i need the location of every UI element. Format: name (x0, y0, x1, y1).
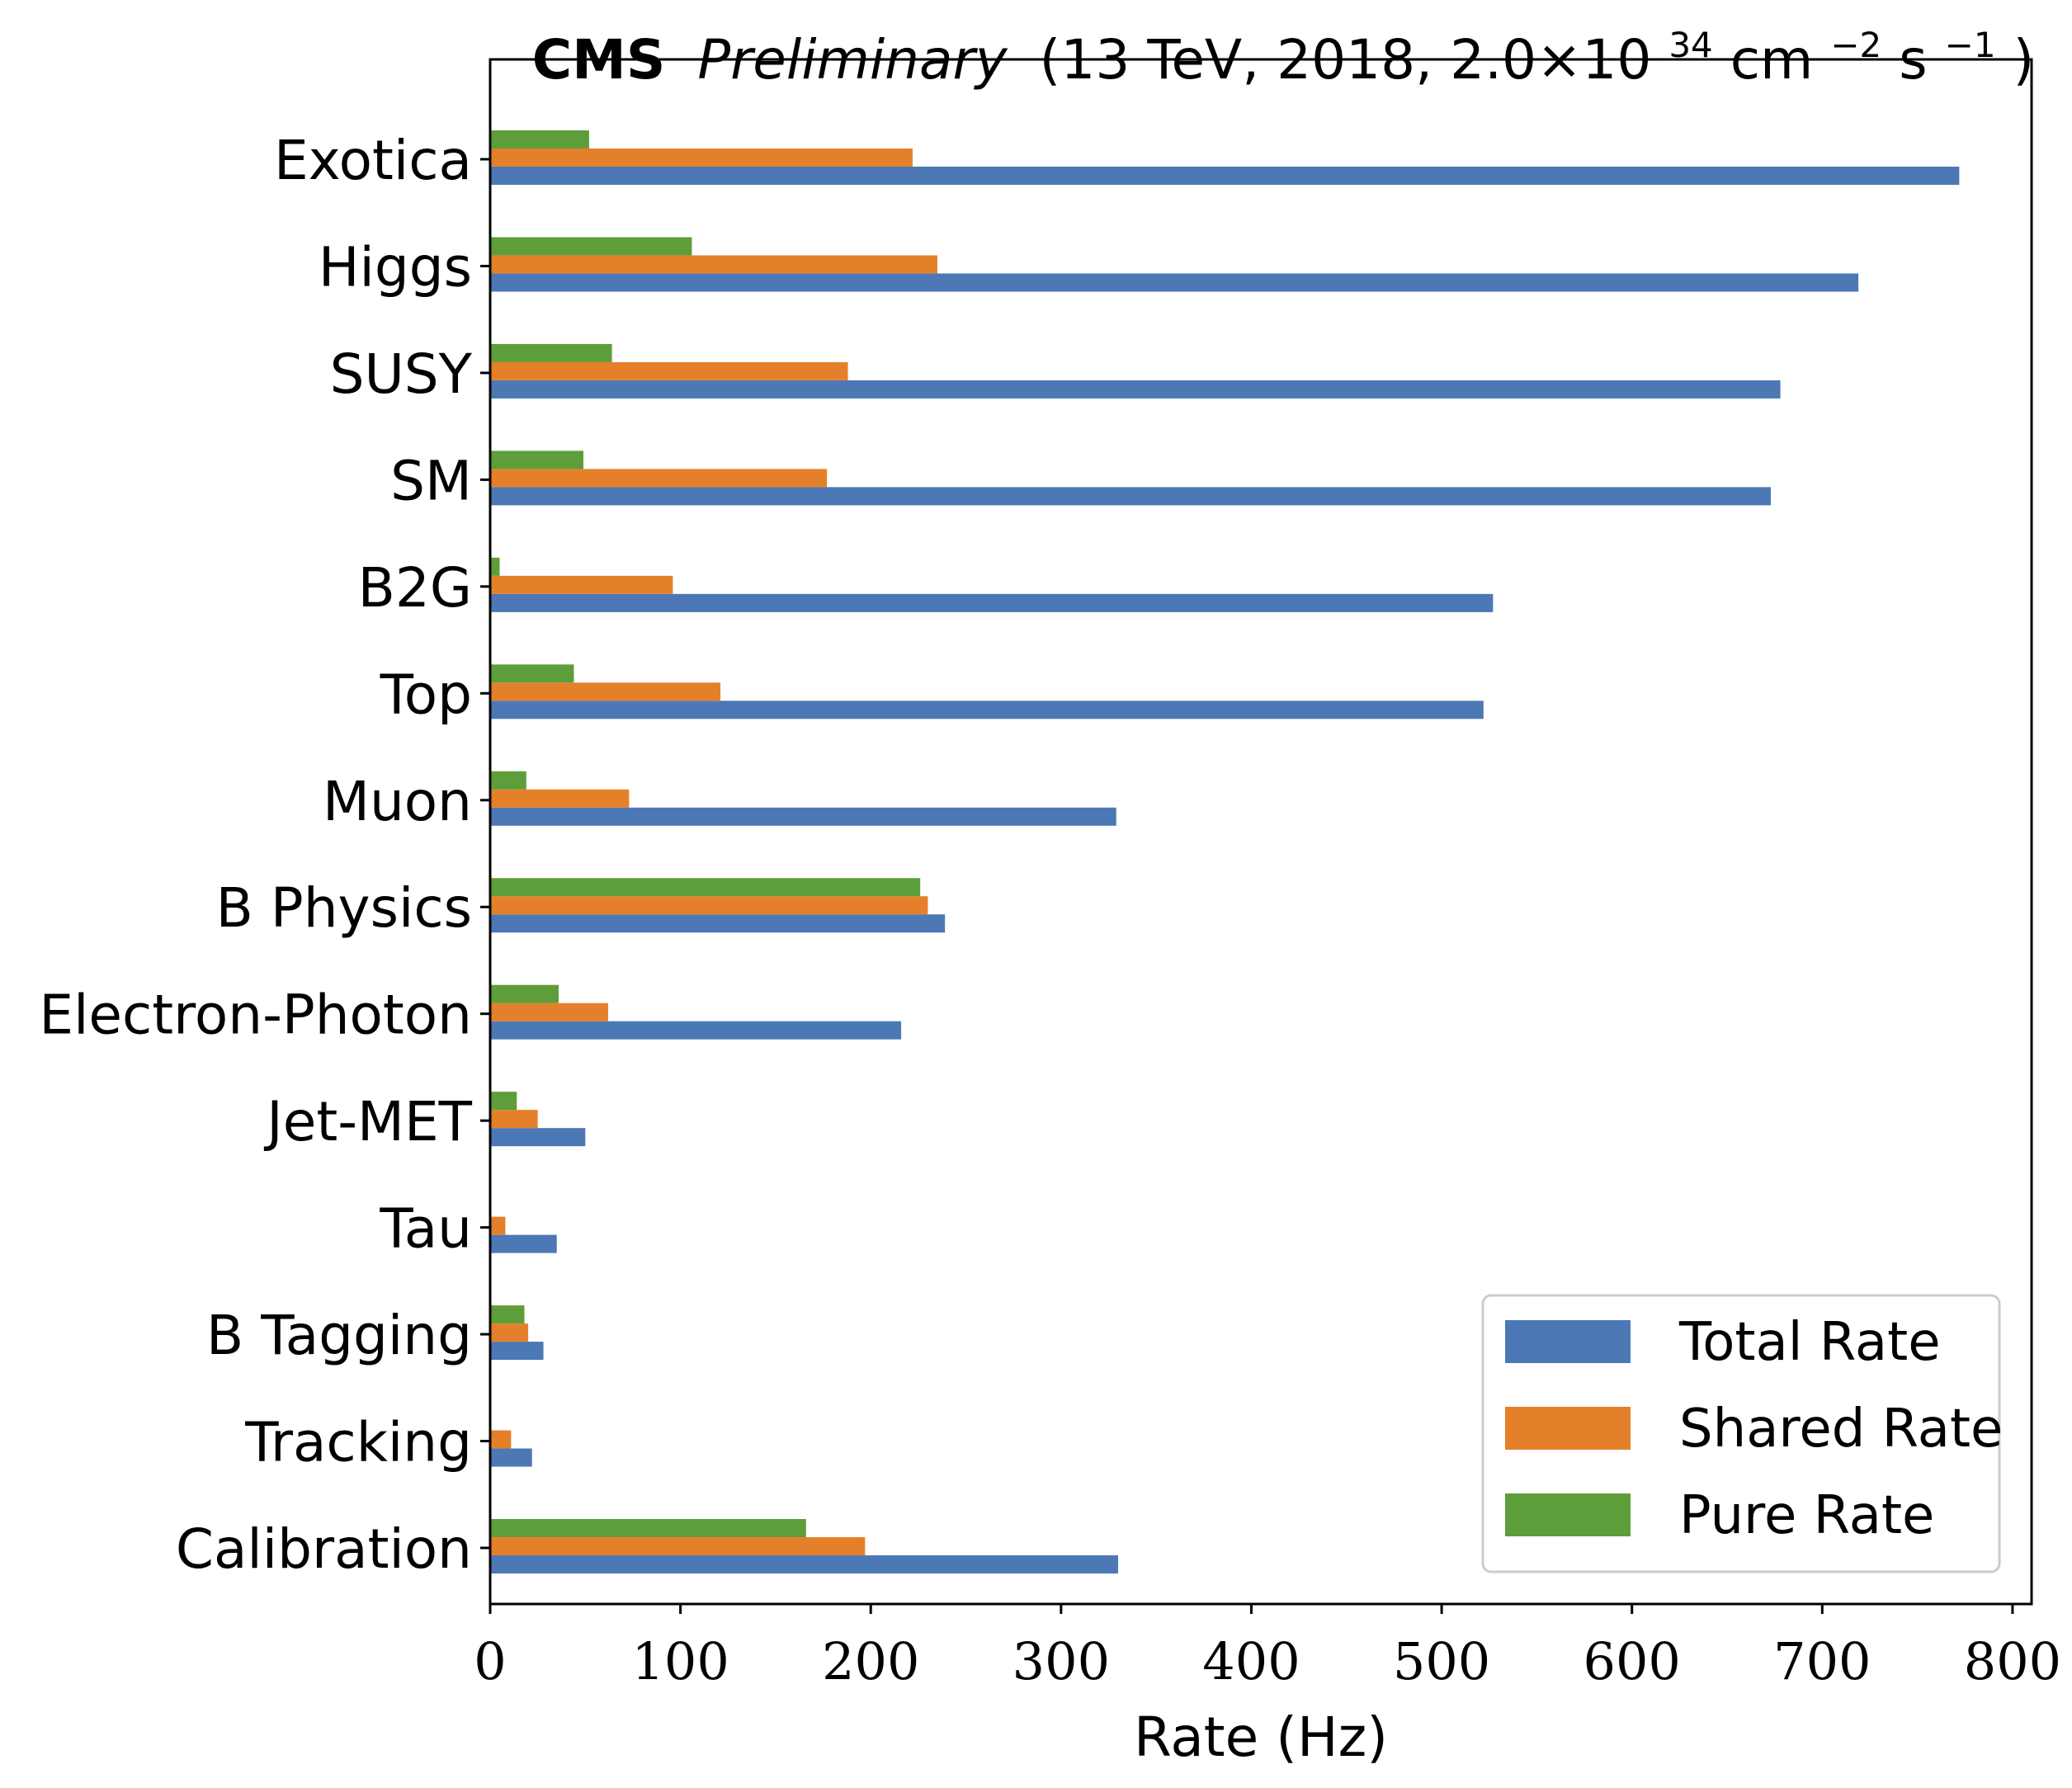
x-axis-label: Rate (Hz) (1134, 1705, 1388, 1769)
plot-frame (489, 58, 2033, 1606)
bar-shared-rate-susy (490, 361, 848, 380)
bar-pure-rate-jet-met (490, 1092, 517, 1111)
bar-total-rate-b-tagging (490, 1342, 544, 1361)
bar-shared-rate-electron-photon (490, 1003, 608, 1021)
x-tick-label: 700 (1773, 1631, 1871, 1691)
bar-pure-rate-b-tagging (490, 1305, 525, 1324)
y-tick-label: Calibration (176, 1517, 472, 1581)
bar-total-rate-susy (490, 380, 1781, 399)
bar-shared-rate-muon (490, 789, 630, 808)
bar-pure-rate-higgs (490, 237, 692, 256)
bar-total-rate-jet-met (490, 1128, 586, 1147)
legend: Total Rate Shared Rate Pure Rate (1481, 1294, 2003, 1573)
bar-total-rate-electron-photon (490, 1021, 902, 1040)
bar-total-rate-tau (490, 1234, 557, 1253)
y-tick-label: B Physics (216, 876, 472, 940)
y-tick-label: SM (390, 449, 472, 512)
bar-shared-rate-b-physics (490, 896, 928, 915)
x-tick-label: 300 (1012, 1631, 1110, 1691)
bar-shared-rate-tracking (490, 1430, 512, 1449)
legend-swatch-shared-rate (1505, 1407, 1631, 1450)
legend-label-shared-rate: Shared Rate (1679, 1399, 2003, 1460)
x-tick-label: 500 (1393, 1631, 1490, 1691)
bar-pure-rate-top (490, 664, 574, 683)
bar-shared-rate-higgs (490, 255, 937, 274)
legend-label-pure-rate: Pure Rate (1679, 1485, 1934, 1546)
x-tick-label: 100 (631, 1631, 729, 1691)
bar-pure-rate-calibration (490, 1519, 806, 1537)
x-tick-label: 0 (474, 1631, 506, 1691)
bar-total-rate-sm (490, 487, 1772, 506)
y-tick-label: B2G (358, 556, 472, 620)
bar-pure-rate-sm (490, 451, 584, 469)
bar-pure-rate-susy (490, 343, 612, 362)
bar-shared-rate-exotica (490, 149, 913, 167)
bar-total-rate-exotica (490, 167, 1960, 185)
y-tick-label: Exotica (274, 129, 472, 192)
bar-total-rate-b-physics (490, 914, 946, 933)
bar-pure-rate-muon (490, 771, 526, 790)
bars-group (490, 130, 1960, 1573)
bar-shared-rate-sm (490, 469, 828, 488)
bar-total-rate-calibration (490, 1555, 1119, 1573)
chart-title: CMS Preliminary (13 TeV, 2018, 2.0×10 34… (532, 7, 2035, 92)
y-tick-label: Top (380, 663, 472, 726)
bar-total-rate-muon (490, 807, 1116, 826)
y-tick-label: SUSY (330, 342, 473, 406)
y-axis-ticks: Exotica Higgs SUSY SM B2G Top Muon B Physics Ele… (39, 129, 490, 1581)
y-tick-label: Tau (379, 1197, 472, 1261)
x-tick-label: 400 (1202, 1631, 1300, 1691)
x-tick-label: 800 (1964, 1631, 2061, 1691)
y-tick-label: Higgs (319, 235, 472, 299)
bar-total-rate-b2g (490, 593, 1494, 612)
x-axis-ticks: 0 100 200 300 400 500 600 700 800 (474, 1604, 2061, 1691)
bar-shared-rate-top (490, 682, 721, 701)
y-tick-label: Muon (323, 770, 472, 833)
y-tick-label: Electron-Photon (39, 984, 472, 1047)
bar-shared-rate-tau (490, 1216, 506, 1235)
y-tick-label: Tracking (244, 1411, 472, 1474)
legend-swatch-total-rate (1505, 1320, 1631, 1363)
x-tick-label: 600 (1583, 1631, 1681, 1691)
y-tick-label: Jet-MET (263, 1090, 472, 1153)
bar-pure-rate-exotica (490, 130, 589, 149)
bar-total-rate-tracking (490, 1448, 532, 1467)
y-tick-label: B Tagging (206, 1304, 472, 1367)
bar-shared-rate-b2g (490, 575, 673, 594)
x-tick-label: 200 (822, 1631, 919, 1691)
legend-label-total-rate: Total Rate (1678, 1312, 1941, 1373)
legend-swatch-pure-rate (1505, 1493, 1631, 1536)
bar-total-rate-top (490, 701, 1484, 719)
bar-shared-rate-b-tagging (490, 1323, 529, 1342)
bar-pure-rate-b-physics (490, 878, 921, 897)
bar-pure-rate-electron-photon (490, 984, 559, 1003)
bar-pure-rate-b2g (490, 557, 500, 576)
bar-shared-rate-jet-met (490, 1110, 538, 1129)
bar-shared-rate-calibration (490, 1537, 866, 1555)
bar-total-rate-higgs (490, 273, 1859, 292)
